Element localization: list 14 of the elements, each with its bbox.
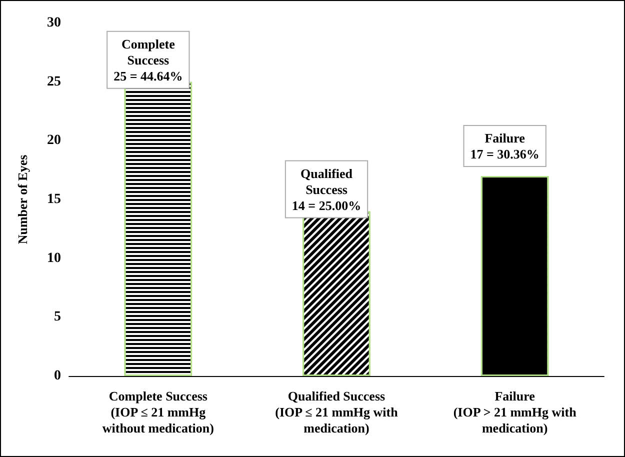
data-label: Complete Success 25 = 44.64% [114, 36, 183, 84]
y-tick-label: 30 [47, 16, 61, 30]
y-tick-label: 0 [54, 368, 61, 384]
y-tick-label: 5 [54, 310, 61, 325]
y-tick-label: 10 [47, 250, 61, 266]
y-tick-label: 25 [47, 74, 61, 90]
x-tick-label: Failure (IOP > 21 mmHg with medication) [453, 388, 578, 436]
y-axis-title: Number of Eyes [15, 154, 30, 244]
y-tick-label: 20 [47, 133, 61, 148]
x-tick-label: Complete Success (IOP ≤ 21 mmHg without medication) [102, 388, 214, 436]
x-tick-label: Qualified Success (IOP ≤ 21 mmHg with medication) [275, 388, 399, 436]
data-label: Qualified Success 14 = 25.00% [292, 166, 362, 213]
y-tick-label: 15 [47, 192, 61, 207]
data-label: Failure 17 = 30.36% [470, 130, 540, 162]
